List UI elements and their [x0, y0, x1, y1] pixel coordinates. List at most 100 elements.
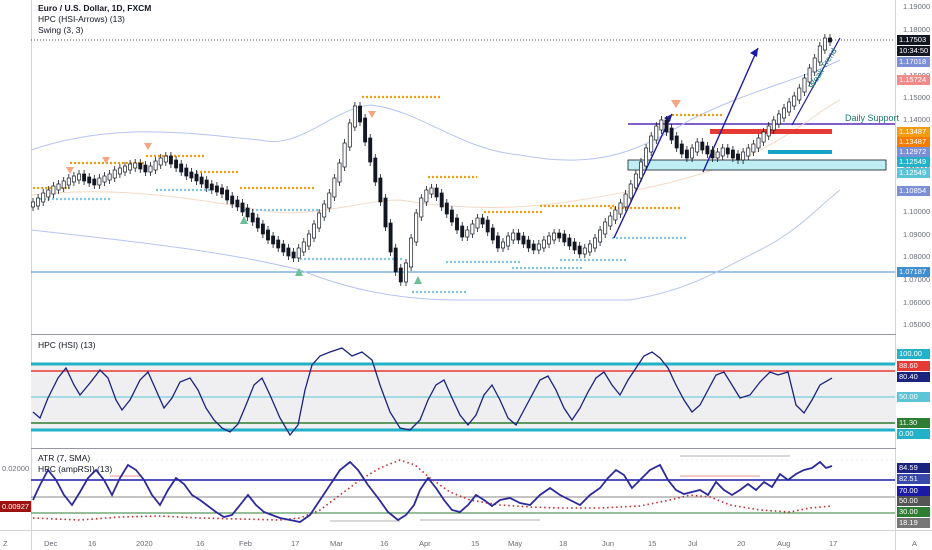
- candle-body: [633, 173, 638, 189]
- candle-body: [751, 143, 756, 153]
- price-tag: 1.13487: [897, 137, 930, 147]
- time-axis-label: Aug: [777, 539, 791, 548]
- candle-body: [245, 207, 250, 218]
- candle-body: [828, 37, 832, 43]
- candle-body: [526, 239, 531, 249]
- time-axis-label: Dec: [44, 539, 58, 548]
- indicator-swing[interactable]: Swing (3, 3): [38, 25, 84, 35]
- candle-body: [36, 197, 41, 207]
- candle-body: [776, 113, 781, 125]
- candle-body: [577, 245, 582, 255]
- candle-body: [327, 192, 332, 209]
- candle-body: [281, 243, 286, 253]
- candle-body: [674, 135, 679, 149]
- candle-body: [582, 247, 587, 255]
- candle-body: [179, 163, 184, 173]
- time-axis-label: May: [508, 539, 523, 548]
- price-candles: [31, 34, 832, 286]
- candle-body: [414, 212, 419, 243]
- candle-body: [593, 237, 597, 249]
- price-tag: 1.10854: [897, 186, 930, 196]
- candle-body: [250, 212, 255, 223]
- auto-scale-corner[interactable]: A: [912, 539, 918, 548]
- indicator-hsi-arrows[interactable]: HPC (HSI-Arrows) (13): [38, 14, 125, 24]
- candle-body: [792, 95, 797, 107]
- candle-body: [736, 153, 740, 161]
- candle-body: [123, 165, 127, 173]
- candle-body: [506, 235, 511, 247]
- candle-body: [817, 45, 822, 63]
- atr-pane-title[interactable]: ATR (7, SMA): [38, 453, 91, 463]
- candle-body: [659, 119, 664, 131]
- time-axis-label: Jul: [688, 539, 698, 548]
- price-tick-label: 1.07000: [903, 275, 931, 284]
- time-axis-label: 17: [829, 539, 838, 548]
- candle-body: [679, 143, 684, 155]
- candle-body: [557, 232, 562, 239]
- candle-body: [613, 209, 618, 221]
- candle-body: [771, 119, 776, 131]
- price-tag: 1.13487: [897, 127, 930, 137]
- candle-body: [286, 247, 291, 257]
- amprsi-pane-title[interactable]: HPC (ampRSI) (13): [38, 464, 113, 474]
- candle-body: [31, 201, 35, 208]
- candle-body: [230, 195, 235, 205]
- candle-body: [797, 87, 802, 101]
- hsi-pane-title[interactable]: HPC (HSI) (13): [38, 340, 96, 350]
- candle-body: [490, 227, 495, 241]
- candle-body: [807, 67, 812, 83]
- candle-body: [404, 262, 408, 283]
- candle-body: [766, 125, 771, 137]
- price-tag: 1.15724: [897, 75, 930, 85]
- candle-body: [174, 159, 179, 169]
- time-axis-label: 16: [380, 539, 389, 548]
- candle-body: [475, 217, 480, 229]
- candle-body: [710, 149, 715, 159]
- price-tag: 1.17503: [897, 35, 930, 45]
- candle-body: [608, 215, 613, 227]
- time-axis-label: 17: [291, 539, 300, 548]
- candle-body: [240, 202, 245, 213]
- candle-body: [761, 131, 766, 143]
- hsi-tag: 80.40: [897, 372, 930, 382]
- candle-body: [352, 105, 357, 128]
- time-axis-label: 2020: [136, 539, 153, 548]
- candle-body: [434, 187, 439, 198]
- candle-body: [541, 239, 546, 249]
- atr-tag: 82.51: [897, 474, 930, 484]
- price-tick-label: 1.06000: [903, 298, 931, 307]
- candle-body: [756, 137, 761, 149]
- candle-body: [117, 167, 122, 175]
- timezone-corner[interactable]: Z: [3, 539, 8, 548]
- candle-body: [649, 135, 654, 153]
- candle-body: [301, 241, 306, 253]
- candle-body: [56, 183, 61, 191]
- candle-body: [465, 229, 470, 238]
- candle-body: [373, 157, 378, 183]
- candle-body: [107, 173, 112, 181]
- candle-body: [536, 243, 541, 251]
- time-axis-label: Mar: [330, 539, 343, 548]
- hsi-tag: 11.30: [897, 418, 930, 428]
- atr-left-tick: 0.02000: [2, 464, 30, 473]
- candle-body: [189, 171, 194, 179]
- candle-body: [306, 233, 311, 247]
- candle-body: [644, 147, 649, 167]
- symbol-title[interactable]: Euro / U.S. Dollar, 1D, FXCM: [38, 3, 152, 13]
- atr-tag: 50.00: [897, 496, 930, 506]
- candle-body: [730, 149, 735, 159]
- candle-body: [587, 243, 592, 253]
- candle-body: [603, 221, 608, 235]
- time-axis-label: Jun: [602, 539, 615, 548]
- candle-body: [552, 232, 557, 241]
- candle-body: [102, 175, 107, 183]
- candle-body: [782, 107, 786, 119]
- price-tag: 1.17018: [897, 57, 930, 67]
- candle-body: [598, 229, 603, 243]
- candle-body: [470, 223, 475, 235]
- price-tick-label: 1.15000: [903, 93, 931, 102]
- candle-body: [547, 235, 551, 245]
- candle-body: [61, 180, 66, 189]
- atr-left-value: 0.00927: [0, 501, 31, 512]
